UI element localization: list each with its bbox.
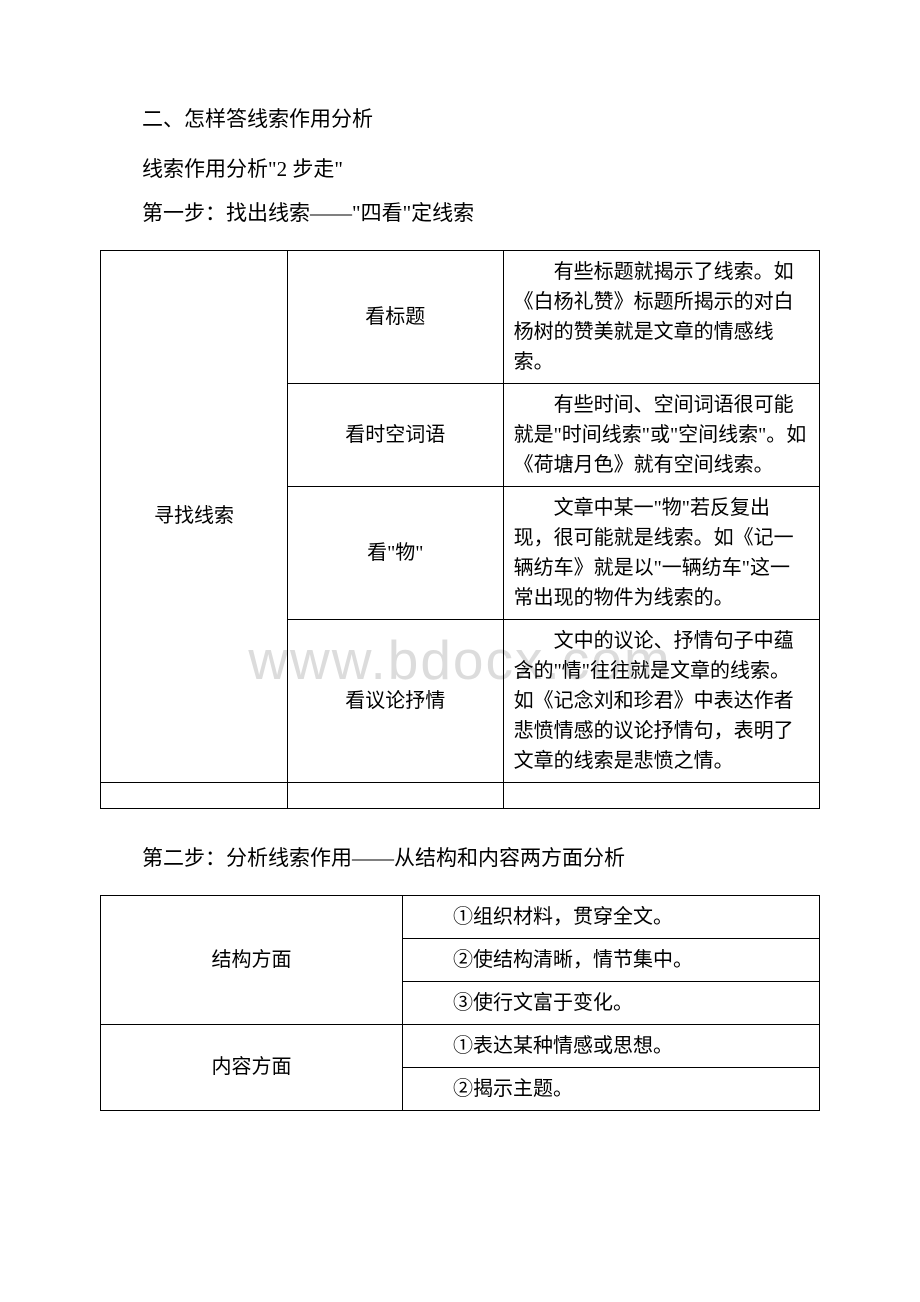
table2-item: ②揭示主题。 <box>402 1067 819 1110</box>
document-content: 二、怎样答线索作用分析 线索作用分析"2 步走" 第一步：找出线索——"四看"定… <box>100 100 820 1111</box>
table2-group1-label: 结构方面 <box>101 895 403 1024</box>
table1-rowlabel: 寻找线索 <box>101 250 288 782</box>
table-row: 结构方面 ①组织材料，贯穿全文。 <box>101 895 820 938</box>
table2-group2-label: 内容方面 <box>101 1024 403 1110</box>
table-row: 内容方面 ①表达某种情感或思想。 <box>101 1024 820 1067</box>
table1-desc: 文章中某一"物"若反复出现，很可能就是线索。如《记一辆纺车》就是以"一辆纺车"这… <box>514 493 809 613</box>
table2-item: ③使行文富于变化。 <box>402 981 819 1024</box>
step2-title: 第二步：分析线索作用——从结构和内容两方面分析 <box>100 839 820 879</box>
empty-cell <box>287 782 503 808</box>
table1-method: 看"物" <box>287 486 503 619</box>
table2-item: ②使结构清晰，情节集中。 <box>402 938 819 981</box>
table1-method: 看标题 <box>287 250 503 383</box>
table-row: 寻找线索 看标题 有些标题就揭示了线索。如《白杨礼赞》标题所揭示的对白杨树的赞美… <box>101 250 820 383</box>
empty-cell <box>101 782 288 808</box>
table1-desc: 文中的议论、抒情句子中蕴含的"情"往往就是文章的线索。如《记念刘和珍君》中表达作… <box>514 626 809 776</box>
empty-cell <box>503 782 819 808</box>
table-step2: 结构方面 ①组织材料，贯穿全文。 ②使结构清晰，情节集中。 ③使行文富于变化。 … <box>100 895 820 1111</box>
table-step1: 寻找线索 看标题 有些标题就揭示了线索。如《白杨礼赞》标题所揭示的对白杨树的赞美… <box>100 250 820 809</box>
table1-desc: 有些时间、空间词语很可能就是"时间线索"或"空间线索"。如《荷塘月色》就有空间线… <box>514 390 809 480</box>
table1-method: 看议论抒情 <box>287 619 503 782</box>
table1-desc: 有些标题就揭示了线索。如《白杨礼赞》标题所揭示的对白杨树的赞美就是文章的情感线索… <box>514 257 809 377</box>
table1-method: 看时空词语 <box>287 383 503 486</box>
table-row-empty <box>101 782 820 808</box>
step1-title: 第一步：找出线索——"四看"定线索 <box>100 194 820 234</box>
table2-item: ①组织材料，贯穿全文。 <box>402 895 819 938</box>
section-title: 二、怎样答线索作用分析 <box>100 100 820 140</box>
intro-line: 线索作用分析"2 步走" <box>100 150 820 190</box>
table2-item: ①表达某种情感或思想。 <box>402 1024 819 1067</box>
